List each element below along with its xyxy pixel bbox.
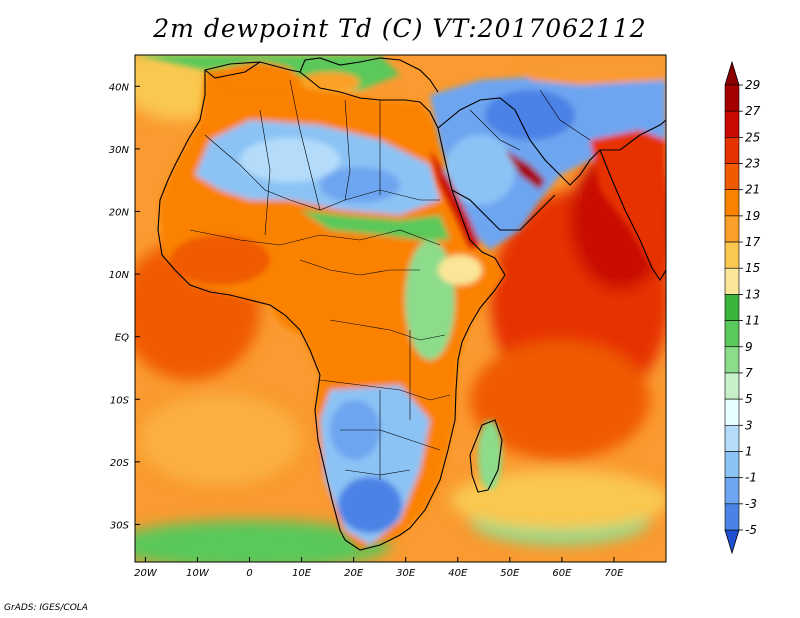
africa-land bbox=[160, 62, 505, 550]
colorbar-label: 15 bbox=[745, 261, 760, 275]
lat-tick-label: 10N bbox=[109, 270, 130, 281]
arabia-coastline bbox=[451, 189, 556, 231]
lon-tick-label: 40E bbox=[448, 568, 468, 579]
colorbar-bottom-arrow bbox=[724, 529, 740, 555]
colorbar-label: 25 bbox=[745, 130, 760, 144]
india-coastline bbox=[599, 149, 666, 282]
colorbar-swatch bbox=[724, 267, 740, 295]
colorbar-label: 19 bbox=[745, 209, 760, 223]
lon-tick-label: 50E bbox=[500, 568, 520, 579]
lon-tick-label: 20E bbox=[344, 568, 364, 579]
southern-ocean-zone bbox=[135, 520, 390, 562]
madagascar-coastline bbox=[469, 419, 503, 493]
grads-credit: GrADS: IGES/COLA bbox=[4, 603, 88, 613]
colorbar-swatch bbox=[724, 294, 740, 321]
longitude-axis: 20W 10W 0 10E 20E 30E 40E 50E 60E 70E bbox=[134, 557, 624, 579]
lat-tick-label: EQ bbox=[115, 333, 129, 344]
coastlines bbox=[157, 57, 666, 551]
colorbar-swatch bbox=[724, 137, 740, 164]
colorbar-swatch bbox=[724, 215, 740, 243]
lon-tick-label: 30E bbox=[396, 568, 416, 579]
lon-tick-label: 20W bbox=[134, 568, 158, 579]
iberia-coastline bbox=[204, 61, 261, 79]
lat-tick-label: 10S bbox=[110, 395, 130, 406]
colorbar-label: 3 bbox=[745, 418, 753, 432]
colorbar-label: -3 bbox=[745, 497, 757, 511]
lat-tick-label: 30N bbox=[109, 145, 130, 156]
colorbar-swatch bbox=[724, 163, 740, 191]
colorbar-label: 7 bbox=[745, 366, 753, 380]
colorbar-swatch bbox=[724, 503, 740, 531]
colorbar-top-arrow bbox=[724, 60, 740, 86]
lon-tick-label: 0 bbox=[246, 568, 252, 579]
colorbar-label: 17 bbox=[745, 235, 761, 249]
colorbar-label: 29 bbox=[745, 78, 760, 92]
colorbar-swatch bbox=[724, 110, 740, 138]
colorbar-label: 23 bbox=[745, 157, 760, 171]
colorbar-swatch bbox=[724, 189, 740, 217]
lon-tick-label: 10E bbox=[292, 568, 312, 579]
country-borders bbox=[189, 79, 591, 480]
plot-frame bbox=[134, 54, 667, 563]
colorbar-label: 21 bbox=[745, 183, 760, 197]
colorbar-label: 11 bbox=[745, 314, 760, 328]
colorbar-swatch bbox=[724, 320, 740, 348]
colorbar-swatch bbox=[724, 451, 740, 478]
colorbar-swatch bbox=[724, 398, 740, 426]
colorbar-label: -5 bbox=[745, 523, 757, 537]
colorbar-label: -1 bbox=[745, 471, 757, 485]
lat-tick-label: 40N bbox=[109, 82, 130, 93]
lon-tick-label: 60E bbox=[552, 568, 572, 579]
lat-tick-label: 30S bbox=[110, 520, 130, 531]
europe-coastline bbox=[299, 57, 439, 93]
colorbar-swatch bbox=[724, 241, 740, 269]
colorbar-label: 9 bbox=[745, 340, 753, 354]
dewpoint-field bbox=[135, 55, 666, 562]
chart-title: 2m dewpoint Td (C) VT:2017062112 bbox=[153, 14, 647, 43]
lon-tick-label: 10W bbox=[186, 568, 210, 579]
colorbar-swatch bbox=[724, 424, 740, 452]
colorbar: 29 27 25 23 21 19 17 15 13 11 9 7 5 3 1 -1 -3 -5 bbox=[724, 60, 761, 555]
lon-tick-label: 70E bbox=[604, 568, 624, 579]
colorbar-swatch bbox=[724, 346, 740, 374]
arabia-asia-land bbox=[430, 55, 666, 280]
colorbar-label: 27 bbox=[745, 104, 761, 118]
lat-tick-label: 20S bbox=[110, 458, 130, 469]
colorbar-swatch bbox=[724, 84, 740, 112]
colorbar-label: 13 bbox=[745, 287, 760, 301]
africa-coastline bbox=[157, 61, 506, 551]
asia-coastline bbox=[437, 97, 666, 186]
colorbar-label: 5 bbox=[745, 392, 753, 406]
colorbar-swatch bbox=[724, 372, 740, 400]
lat-tick-label: 20N bbox=[109, 207, 130, 218]
colorbar-swatch bbox=[724, 477, 740, 505]
colorbar-label: 1 bbox=[745, 444, 753, 458]
latitude-axis: 40N 30N 20N 10N EQ 10S 20S 30S bbox=[109, 82, 140, 531]
europe-land bbox=[135, 55, 400, 92]
